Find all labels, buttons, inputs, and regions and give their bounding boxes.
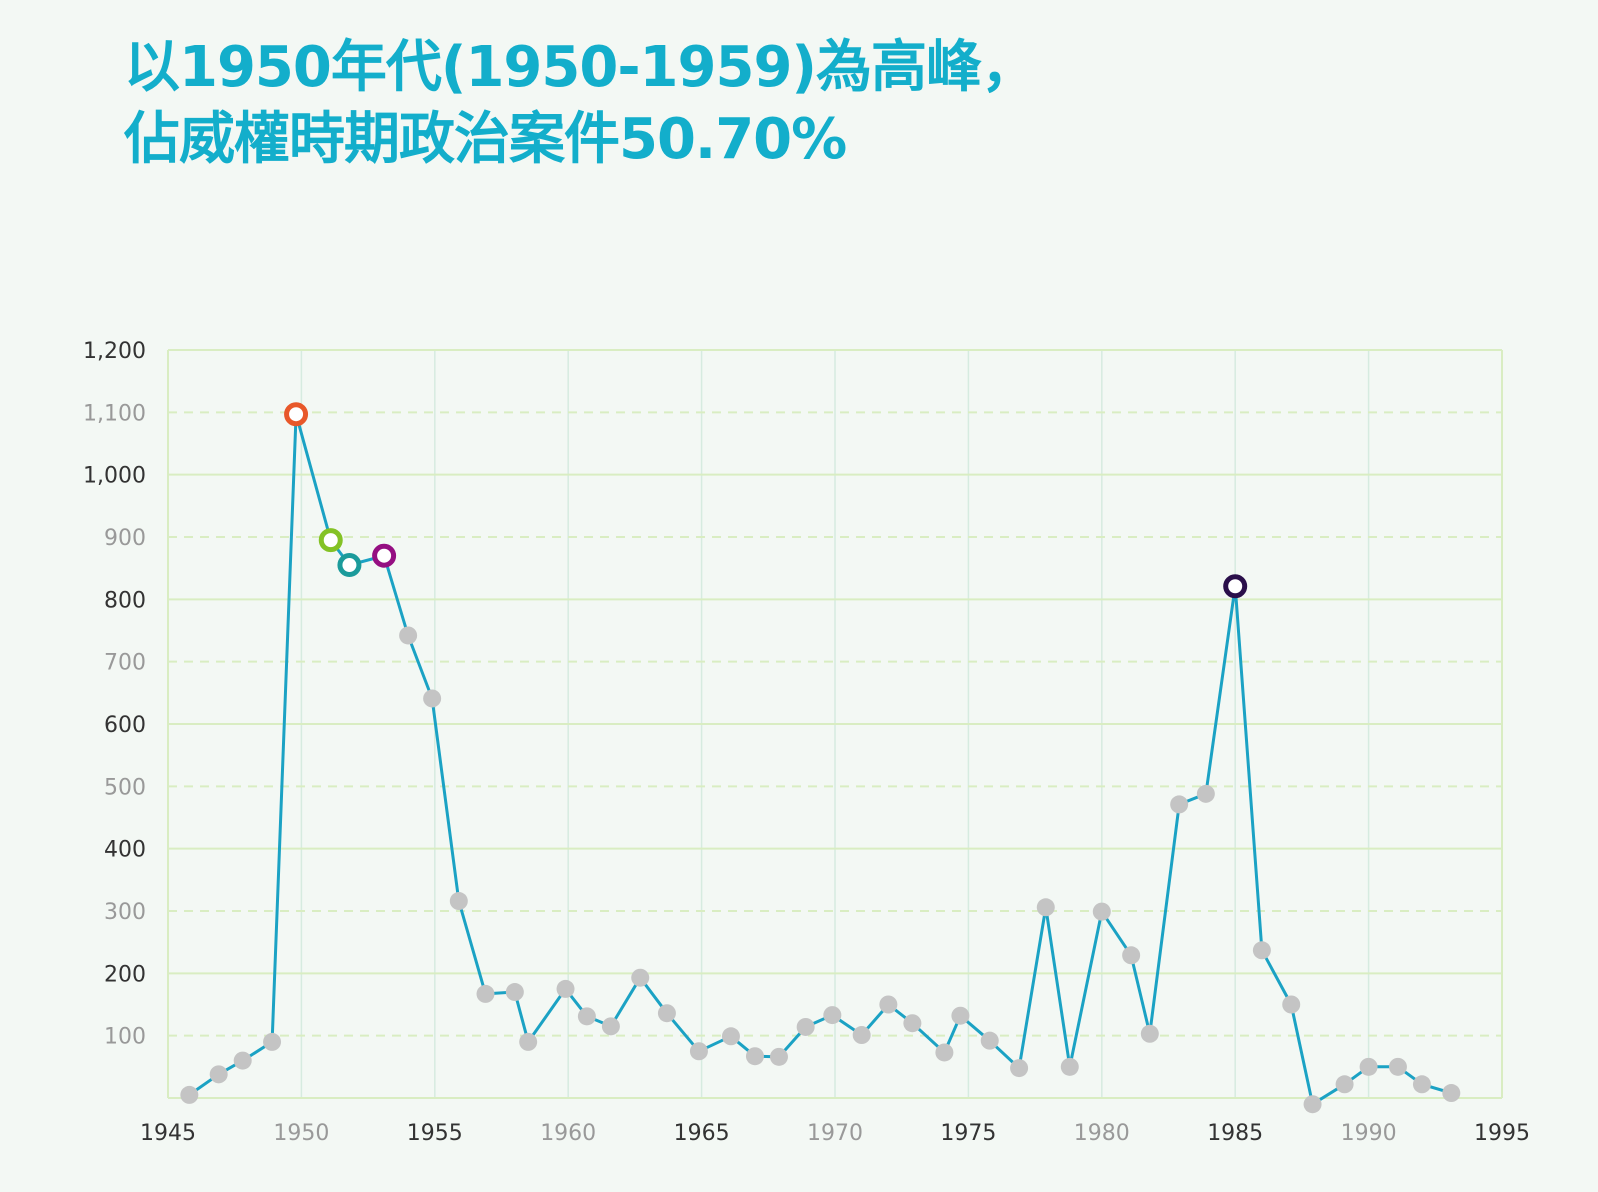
data-point	[980, 1031, 999, 1050]
y-tick-label: 500	[104, 775, 146, 800]
data-point	[721, 1027, 740, 1046]
data-point	[796, 1017, 815, 1036]
x-tick-label: 1980	[1074, 1121, 1130, 1146]
x-tick-label: 1995	[1474, 1121, 1530, 1146]
y-tick-label: 300	[104, 900, 146, 925]
data-point	[1010, 1059, 1029, 1078]
series-line	[188, 412, 1452, 1106]
data-point	[577, 1007, 596, 1026]
axes: 100 200 300 400 500 600 700 800 900 1,000 1,100 1,2…	[83, 339, 1530, 1146]
data-point	[505, 983, 524, 1002]
highlight-point	[337, 553, 362, 578]
grid	[167, 349, 1503, 1098]
x-tick-label: 1975	[940, 1121, 996, 1146]
data-point	[1442, 1084, 1461, 1103]
y-tick-label: 100	[104, 1025, 146, 1050]
data-point	[1140, 1024, 1159, 1043]
data-point	[745, 1047, 764, 1066]
x-tick-label: 1950	[273, 1121, 329, 1146]
data-point	[449, 892, 468, 911]
y-tick-label: 1,100	[83, 401, 146, 426]
data-point	[935, 1043, 954, 1062]
title-line-2: 佔威權時期政治案件50.70%	[124, 107, 847, 172]
data-point	[1060, 1057, 1079, 1076]
x-tick-label: 1945	[140, 1121, 196, 1146]
x-tick-label: 1955	[407, 1121, 463, 1146]
data-point	[1036, 898, 1055, 917]
y-tick-label: 600	[104, 713, 146, 738]
data-point	[1282, 995, 1301, 1014]
data-point	[476, 984, 495, 1003]
data-point	[657, 1004, 676, 1023]
data-point	[399, 626, 418, 645]
data-point	[1335, 1075, 1354, 1094]
data-point	[852, 1026, 871, 1045]
data-point	[769, 1047, 788, 1066]
data-point	[689, 1042, 708, 1061]
data-point	[601, 1017, 620, 1036]
y-tick-label: 800	[104, 588, 146, 613]
data-point	[263, 1032, 282, 1051]
data-point	[233, 1051, 252, 1070]
data-point	[879, 995, 898, 1014]
data-point	[823, 1006, 842, 1025]
data-point	[1412, 1075, 1431, 1094]
x-tick-label: 1970	[807, 1121, 863, 1146]
y-tick-label: 900	[104, 526, 146, 551]
data-point	[180, 1085, 199, 1104]
highlight-point	[1223, 574, 1248, 599]
data-point	[1303, 1095, 1322, 1114]
data-point	[1092, 902, 1111, 921]
data-point	[556, 979, 575, 998]
y-tick-label: 400	[104, 838, 146, 863]
highlight-point	[284, 402, 309, 427]
data-point	[423, 689, 442, 708]
y-tick-label: 700	[104, 651, 146, 676]
data-point	[951, 1006, 970, 1025]
data-point	[631, 968, 650, 987]
data-point	[209, 1065, 228, 1084]
data-point	[519, 1032, 538, 1051]
highlight-point	[372, 543, 397, 568]
data-point	[1388, 1057, 1407, 1076]
x-tick-label: 1985	[1207, 1121, 1263, 1146]
title-line-1: 以1950年代(1950-1959)為高峰，	[124, 35, 1037, 100]
y-tick-label: 200	[104, 962, 146, 987]
data-point	[1196, 784, 1215, 803]
data-points	[180, 402, 1461, 1114]
x-tick-label: 1990	[1341, 1121, 1397, 1146]
y-tick-label: 1,200	[83, 339, 146, 364]
data-point	[1170, 795, 1189, 814]
highlight-point	[318, 528, 343, 553]
series-path	[188, 412, 1452, 1106]
x-tick-label: 1960	[540, 1121, 596, 1146]
data-point	[1359, 1057, 1378, 1076]
chart-title: 以1950年代(1950-1959)為高峰， 佔威權時期政治案件50.70%	[124, 32, 1037, 176]
x-tick-label: 1965	[674, 1121, 730, 1146]
data-point	[1122, 946, 1141, 965]
y-tick-label: 1,000	[83, 464, 146, 489]
data-point	[1252, 941, 1271, 960]
data-point	[903, 1014, 922, 1033]
